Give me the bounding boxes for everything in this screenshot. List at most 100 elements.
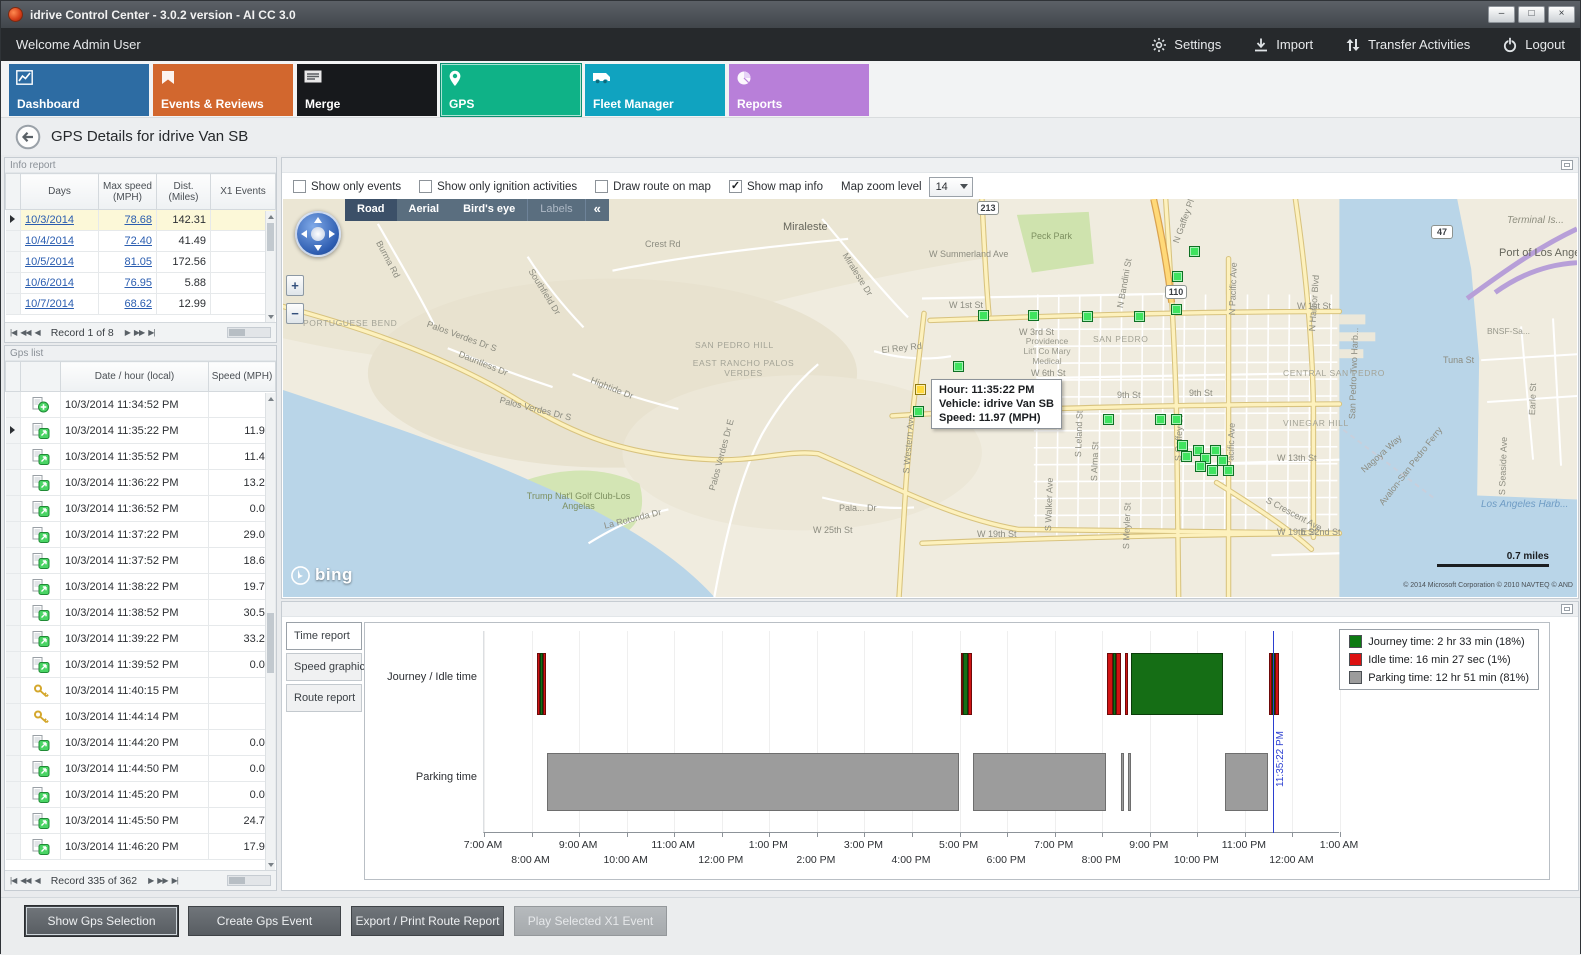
chart-tab-route-report[interactable]: Route report bbox=[286, 684, 362, 712]
info-report-row[interactable]: 10/4/2014 72.40 41.49 bbox=[5, 230, 276, 252]
day-link[interactable]: 10/4/2014 bbox=[20, 230, 99, 252]
day-link[interactable]: 10/3/2014 bbox=[20, 209, 99, 231]
gps-point-marker[interactable] bbox=[1103, 414, 1114, 425]
transfer-activities-button[interactable]: Transfer Activities bbox=[1345, 37, 1470, 53]
gps-point-marker[interactable] bbox=[1210, 445, 1221, 456]
maximize-button[interactable]: □ bbox=[1518, 6, 1545, 23]
pan-up-icon[interactable] bbox=[314, 217, 322, 223]
gps-column-header[interactable]: Date / hour (local) bbox=[60, 361, 209, 392]
gps-list-row[interactable]: 10/3/2014 11:36:22 PM 13.28 bbox=[5, 469, 276, 496]
create-gps-event-button[interactable]: Create Gps Event bbox=[188, 906, 341, 936]
max-speed-link[interactable]: 78.68 bbox=[98, 209, 157, 231]
nav-tab-reports[interactable]: Reports bbox=[729, 64, 869, 116]
prev-record-button[interactable]: ◀ bbox=[34, 328, 41, 337]
gps-list-row[interactable]: 10/3/2014 11:45:50 PM 24.75 bbox=[5, 807, 276, 834]
gps-list-row[interactable]: 10/3/2014 11:37:52 PM 18.63 bbox=[5, 547, 276, 574]
pan-down-icon[interactable] bbox=[314, 245, 322, 251]
gps-point-marker[interactable] bbox=[1193, 445, 1204, 456]
nav-tab-dashboard[interactable]: Dashboard bbox=[9, 64, 149, 116]
gps-list-row[interactable]: 10/3/2014 11:46:20 PM 17.93 bbox=[5, 833, 276, 860]
max-speed-link[interactable]: 81.05 bbox=[98, 251, 157, 273]
gps-point-marker[interactable] bbox=[1223, 465, 1234, 476]
nav-tab-events-reviews[interactable]: Events & Reviews bbox=[153, 64, 293, 116]
gps-point-marker[interactable] bbox=[1177, 440, 1188, 451]
gps-point-marker[interactable] bbox=[1189, 246, 1200, 257]
gps-list-row[interactable]: 10/3/2014 11:44:50 PM 0.00 bbox=[5, 755, 276, 782]
logout-button[interactable]: Logout bbox=[1502, 37, 1565, 53]
zoom-out-button[interactable]: − bbox=[286, 303, 304, 324]
next-record-button[interactable]: ▶ bbox=[124, 328, 131, 337]
next-record-button[interactable]: ▶ bbox=[148, 876, 154, 885]
gps-list-row[interactable]: 10/3/2014 11:39:22 PM 33.21 bbox=[5, 625, 276, 652]
gps-point-marker[interactable] bbox=[1207, 465, 1218, 476]
info-report-row[interactable]: 10/5/2014 81.05 172.56 bbox=[5, 251, 276, 273]
info-report-row[interactable]: 10/3/2014 78.68 142.31 bbox=[5, 209, 276, 231]
nav-tab-merge[interactable]: Merge bbox=[297, 64, 437, 116]
gps-point-marker[interactable] bbox=[1172, 271, 1183, 282]
info-column-header[interactable]: Dist. (Miles) bbox=[156, 173, 211, 210]
scroll-thumb[interactable] bbox=[267, 613, 274, 673]
nav-tab-gps[interactable]: GPS bbox=[441, 64, 581, 116]
gps-point-marker[interactable] bbox=[1171, 304, 1182, 315]
checkbox-show-only-events[interactable]: Show only events bbox=[293, 180, 401, 193]
gps-point-marker[interactable] bbox=[1217, 455, 1228, 466]
checkbox-draw-route-on-map[interactable]: Draw route on map bbox=[595, 180, 711, 193]
last-record-button[interactable]: ▶| bbox=[148, 328, 155, 337]
chart-tab-time-report[interactable]: Time report bbox=[286, 622, 362, 650]
export-print-route-report-button[interactable]: Export / Print Route Report bbox=[351, 906, 504, 936]
prev-page-button[interactable]: ◀◀ bbox=[20, 328, 31, 337]
gps-point-marker[interactable] bbox=[1155, 414, 1166, 425]
gps-column-header[interactable]: Speed (MPH) bbox=[208, 361, 276, 392]
next-page-button[interactable]: ▶▶ bbox=[133, 328, 145, 337]
checkbox-box[interactable]: ✓ bbox=[728, 180, 742, 193]
scroll-down-icon[interactable] bbox=[267, 312, 274, 321]
gps-list-row[interactable]: 10/3/2014 11:38:22 PM 19.70 bbox=[5, 573, 276, 600]
info-report-row[interactable]: 10/7/2014 68.62 12.99 bbox=[5, 293, 276, 315]
day-link[interactable]: 10/7/2014 bbox=[20, 293, 99, 315]
map-view-tab-aerial[interactable]: Aerial bbox=[408, 203, 440, 215]
gps-list-row[interactable]: 10/3/2014 11:34:52 PM bbox=[5, 391, 276, 418]
max-speed-link[interactable]: 76.95 bbox=[98, 272, 157, 294]
gps-list-row[interactable]: 10/3/2014 11:38:52 PM 30.55 bbox=[5, 599, 276, 626]
gps-list-row[interactable]: 10/3/2014 11:35:22 PM 11.97 bbox=[5, 417, 276, 444]
pan-left-icon[interactable] bbox=[301, 230, 307, 238]
gps-point-marker[interactable] bbox=[1134, 311, 1145, 322]
gps-point-marker[interactable] bbox=[1171, 414, 1182, 425]
day-link[interactable]: 10/5/2014 bbox=[20, 251, 99, 273]
maximize-chart-panel-button[interactable] bbox=[1561, 604, 1573, 614]
gps-list-row[interactable]: 10/3/2014 11:39:52 PM 0.00 bbox=[5, 651, 276, 678]
chart-tab-speed-graphic[interactable]: Speed graphic bbox=[286, 653, 365, 681]
gps-point-marker[interactable] bbox=[913, 406, 924, 417]
map-view-tab-bird-s-eye[interactable]: Bird's eye bbox=[463, 203, 516, 215]
gps-list-row[interactable]: 10/3/2014 11:44:20 PM 0.00 bbox=[5, 729, 276, 756]
map-canvas[interactable]: Miraleste Peck Park W Summerland Ave Crest … bbox=[283, 199, 1577, 597]
scroll-down-icon[interactable] bbox=[267, 860, 274, 869]
checkbox-show-map-info[interactable]: ✓ Show map info bbox=[728, 180, 823, 193]
info-report-scrollbar[interactable] bbox=[265, 211, 275, 322]
info-report-row[interactable]: 10/6/2014 76.95 5.88 bbox=[5, 272, 276, 294]
info-column-header[interactable]: X1 Events bbox=[210, 173, 276, 210]
first-record-button[interactable]: |◀ bbox=[10, 876, 17, 885]
last-record-button[interactable]: ▶| bbox=[171, 876, 179, 885]
prev-page-button[interactable]: ◀◀ bbox=[20, 876, 31, 885]
map-compass[interactable] bbox=[295, 211, 341, 257]
gps-list-row[interactable]: 10/3/2014 11:45:20 PM 0.00 bbox=[5, 781, 276, 808]
pan-right-icon[interactable] bbox=[329, 230, 335, 238]
next-page-button[interactable]: ▶▶ bbox=[157, 876, 168, 885]
map-view-tab-road[interactable]: Road bbox=[345, 199, 397, 221]
gps-list-row[interactable]: 10/3/2014 11:36:52 PM 0.00 bbox=[5, 495, 276, 522]
checkbox-box[interactable] bbox=[419, 180, 433, 193]
compass-center[interactable] bbox=[311, 227, 325, 241]
gps-list-row[interactable]: 10/3/2014 11:35:52 PM 11.47 bbox=[5, 443, 276, 470]
minimize-button[interactable]: – bbox=[1488, 6, 1515, 23]
info-column-header[interactable]: Days bbox=[20, 173, 99, 210]
scroll-thumb[interactable] bbox=[267, 223, 274, 251]
show-gps-selection-button[interactable]: Show Gps Selection bbox=[25, 906, 178, 936]
gps-point-marker[interactable] bbox=[1181, 451, 1192, 462]
checkbox-box[interactable] bbox=[293, 180, 306, 193]
nav-tab-fleet-manager[interactable]: Fleet Manager bbox=[585, 64, 725, 116]
map-tabs-collapse-button[interactable]: « bbox=[584, 199, 609, 221]
gps-point-marker[interactable] bbox=[1028, 310, 1039, 321]
checkbox-show-only-ignition-activities[interactable]: Show only ignition activities bbox=[419, 180, 577, 193]
zoom-in-button[interactable]: + bbox=[286, 275, 304, 296]
